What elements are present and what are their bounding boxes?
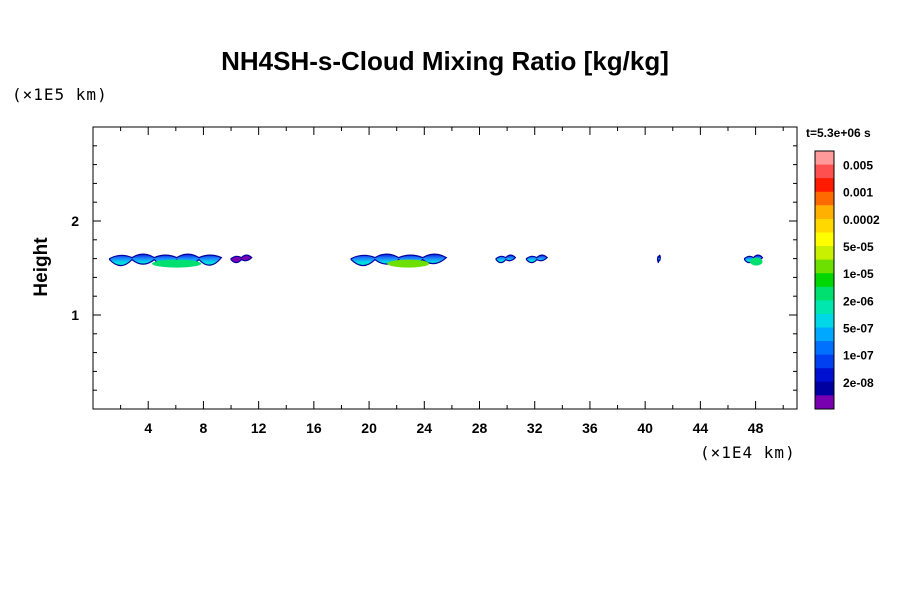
colorbar-cell xyxy=(815,313,834,329)
colorbar-cell xyxy=(815,164,834,179)
colorbar-cell xyxy=(815,191,834,206)
colorbar-cell xyxy=(815,232,834,247)
colorbar-cell xyxy=(815,381,834,396)
colorbar-cell xyxy=(815,178,834,193)
x-tick-label: 40 xyxy=(637,420,653,436)
colorbar-cell xyxy=(815,151,834,166)
colorbar xyxy=(814,150,835,410)
x-tick-label: 4 xyxy=(144,420,152,436)
x-tick-label: 44 xyxy=(693,420,709,436)
x-tick-label: 20 xyxy=(361,420,377,436)
colorbar-label: 0.0002 xyxy=(843,213,880,227)
x-tick-label: 8 xyxy=(200,420,208,436)
chart-title: NH4SH-s-Cloud Mixing Ratio [kg/kg] xyxy=(221,46,669,76)
colorbar-cell xyxy=(815,327,834,342)
cloud-core xyxy=(387,259,430,268)
colorbar-cell xyxy=(815,205,834,220)
colorbar-label: 5e-07 xyxy=(843,322,874,336)
y-tick-labels: 12 xyxy=(71,213,79,323)
y-tick-label: 1 xyxy=(71,307,79,323)
colorbar-label: 2e-06 xyxy=(843,294,874,308)
y-scale-label: (×1E5 km) xyxy=(12,85,108,104)
colorbar-cell xyxy=(815,246,834,261)
x-tick-label: 24 xyxy=(417,420,433,436)
colorbar-cell xyxy=(815,300,834,315)
colorbar-label: 0.001 xyxy=(843,186,873,200)
axis-ticks xyxy=(93,127,797,409)
colorbar-cell xyxy=(815,218,834,233)
time-label: t=5.3e+06 s xyxy=(806,126,871,140)
x-tick-label: 32 xyxy=(527,420,543,436)
cloud-patch xyxy=(230,254,253,264)
colorbar-label: 1e-07 xyxy=(843,349,874,363)
colorbar-frame xyxy=(814,150,835,410)
colorbar-cell xyxy=(815,286,834,301)
cloud-patch xyxy=(350,253,448,267)
colorbar-label: 5e-05 xyxy=(843,240,874,254)
cloud-core xyxy=(749,257,763,266)
colorbar-cell xyxy=(815,368,834,383)
x-tick-label: 12 xyxy=(251,420,267,436)
x-scale-label: (×1E4 km) xyxy=(700,443,796,462)
cloud-patch xyxy=(525,254,549,264)
colorbar-cell xyxy=(815,354,834,369)
colorbar-cell xyxy=(815,341,834,356)
colorbar-label: 1e-05 xyxy=(843,267,874,281)
colorbar-labels: 0.005 0.001 0.0002 5e-05 1e-05 2e-06 5e-07 1e-0… xyxy=(843,159,880,390)
x-tick-label: 28 xyxy=(472,420,488,436)
x-tick-label: 16 xyxy=(306,420,322,436)
plot-frame xyxy=(92,126,798,410)
y-tick-label: 2 xyxy=(71,213,79,229)
colorbar-label: 0.005 xyxy=(843,159,873,173)
cloud-patch xyxy=(495,254,517,264)
cloud-core xyxy=(152,259,202,268)
colorbar-cell xyxy=(815,273,834,288)
cloud-patches xyxy=(108,253,764,268)
x-tick-label: 36 xyxy=(582,420,598,436)
colorbar-label: 2e-08 xyxy=(843,376,874,390)
colorbar-cell xyxy=(815,259,834,274)
x-tick-label: 48 xyxy=(748,420,764,436)
cloud-patch xyxy=(656,254,661,264)
colorbar-cell xyxy=(815,395,834,410)
x-tick-labels: 4 8 12 16 20 24 28 32 36 40 44 48 xyxy=(144,420,763,436)
